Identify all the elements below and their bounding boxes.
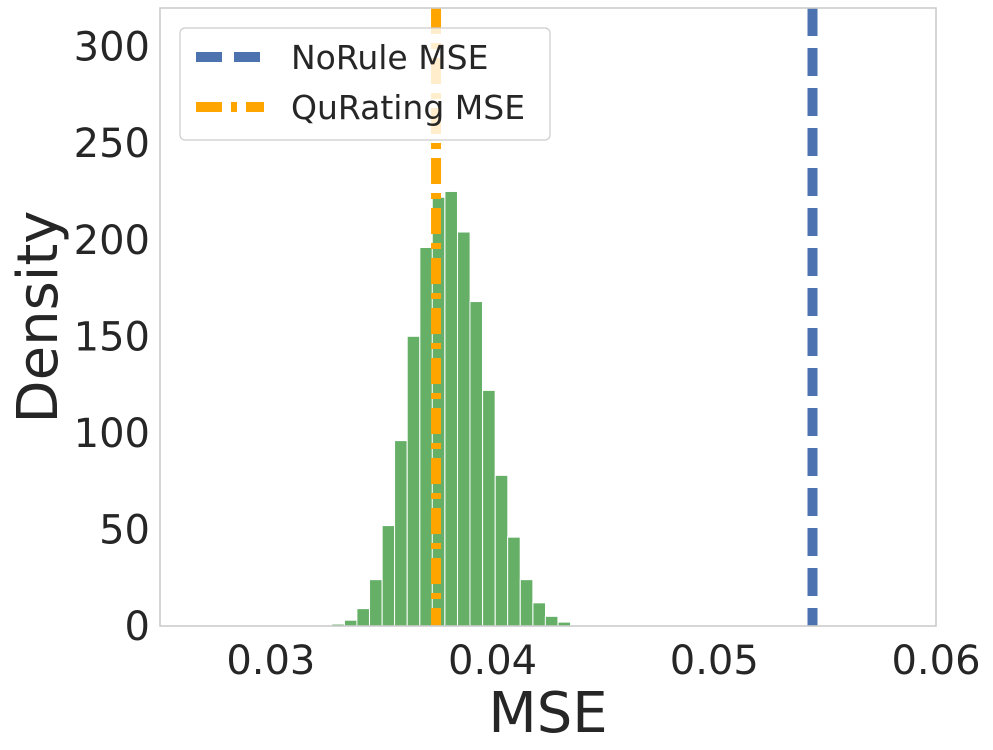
x-tick-label: 0.03 [226, 638, 315, 684]
legend-box [179, 27, 551, 141]
y-axis-ticks: 0 50 100 150 200 250 300 [74, 25, 150, 650]
histogram-bar [394, 440, 408, 627]
y-tick-label: 150 [74, 314, 150, 360]
legend-label-qurating: QuRating MSE [291, 88, 525, 127]
histogram-bar [457, 231, 471, 627]
histogram-bar [419, 246, 433, 627]
x-axis-ticks: 0.03 0.04 0.05 0.06 [226, 638, 980, 684]
histogram-bar [507, 536, 521, 627]
histogram-bar [469, 301, 484, 627]
x-tick-label: 0.04 [448, 638, 537, 684]
x-axis-label: MSE [488, 681, 607, 746]
y-tick-label: 100 [74, 411, 150, 457]
histogram-bar [482, 389, 496, 627]
y-tick-label: 250 [74, 121, 150, 167]
histogram-bar [544, 615, 559, 627]
y-tick-label: 0 [125, 604, 150, 650]
histogram-bar [444, 190, 458, 627]
histogram-bar [519, 579, 534, 627]
plot-frame [159, 7, 937, 627]
histogram-bar [532, 602, 546, 627]
histogram-bar [381, 525, 396, 627]
histogram-bar [356, 608, 370, 627]
legend-label-norule: NoRule MSE [291, 38, 488, 77]
legend: NoRule MSE QuRating MSE [179, 27, 551, 141]
y-axis-label: Density [6, 211, 71, 424]
x-tick-label: 0.06 [891, 638, 980, 684]
y-tick-label: 50 [99, 507, 150, 553]
y-tick-label: 200 [74, 218, 150, 264]
histogram-bar [369, 579, 383, 627]
y-tick-label: 300 [74, 25, 150, 71]
histogram-bar [343, 619, 358, 627]
histogram-bar [406, 335, 421, 627]
histogram-bar [494, 474, 509, 627]
x-tick-label: 0.05 [670, 638, 759, 684]
